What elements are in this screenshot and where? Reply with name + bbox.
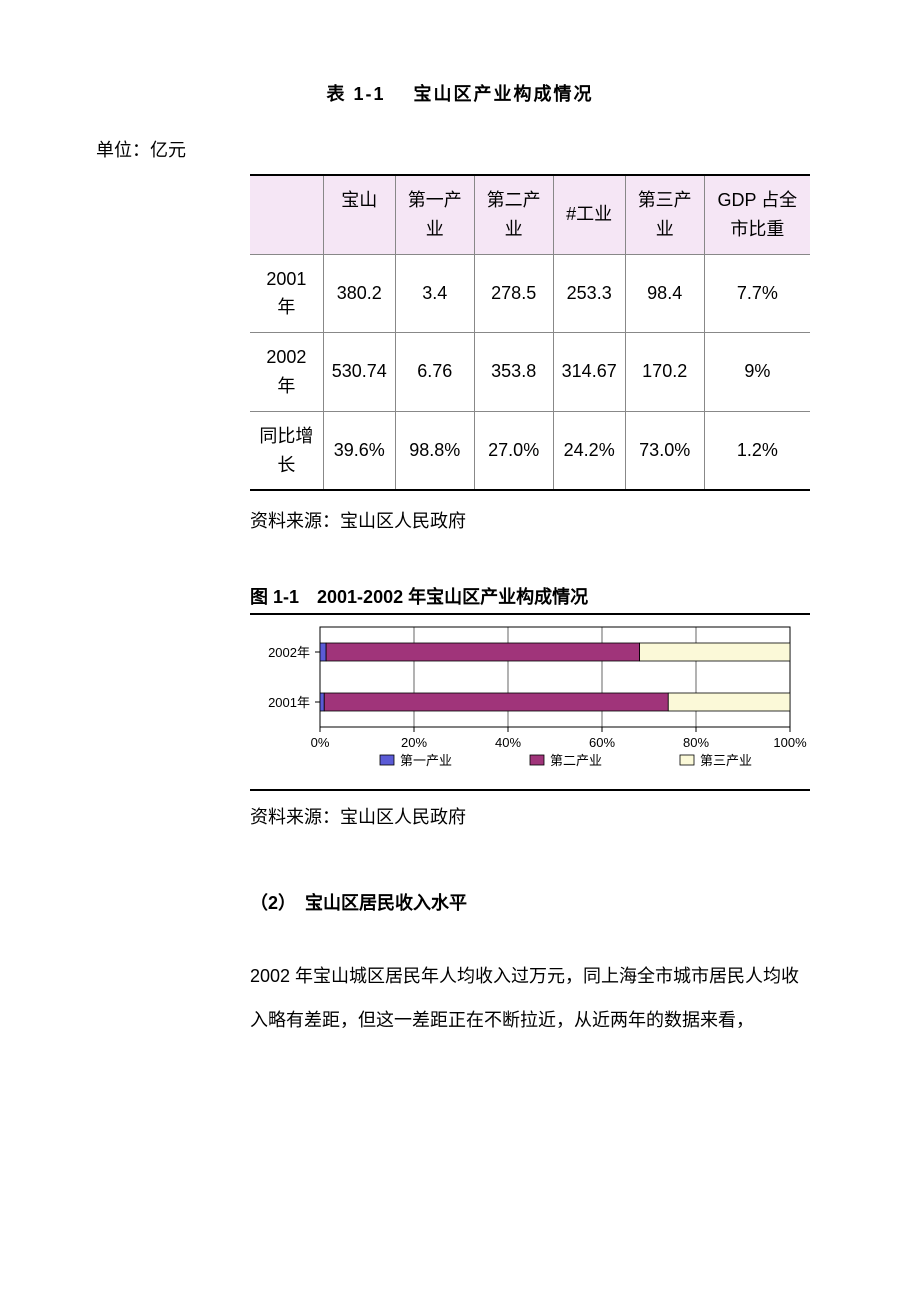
figure-source: 资料来源：宝山区人民政府 bbox=[250, 789, 810, 829]
table-row: 2002年 530.74 6.76 353.8 314.67 170.2 9% bbox=[250, 333, 810, 412]
svg-text:2002年: 2002年 bbox=[268, 645, 310, 660]
table-row: 2001年 380.2 3.4 278.5 253.3 98.4 7.7% bbox=[250, 254, 810, 333]
col-tertiary: 第三产业 bbox=[625, 175, 704, 254]
table-source: 资料来源：宝山区人民政府 bbox=[250, 507, 820, 533]
chart-svg: 0% 20% 40% 60% 80% 100% 2002年 2001年第一产业 第二产业 第三产业 bbox=[250, 619, 810, 789]
col-blank bbox=[250, 175, 323, 254]
row-label: 同比增长 bbox=[250, 411, 323, 490]
table-header-row: 宝山 第一产业 第二产业 #工业 第三产业 GDP 占全市比重 bbox=[250, 175, 810, 254]
row-label: 2001年 bbox=[250, 254, 323, 333]
svg-text:60%: 60% bbox=[589, 735, 615, 750]
cell: 24.2% bbox=[553, 411, 625, 490]
col-baoshan: 宝山 bbox=[323, 175, 395, 254]
svg-text:100%: 100% bbox=[773, 735, 807, 750]
cell: 353.8 bbox=[474, 333, 553, 412]
table-row: 同比增长 39.6% 98.8% 27.0% 24.2% 73.0% 1.2% bbox=[250, 411, 810, 490]
cell: 7.7% bbox=[704, 254, 810, 333]
table-name: 宝山区产业构成情况 bbox=[414, 84, 594, 104]
cell: 73.0% bbox=[625, 411, 704, 490]
cell: 1.2% bbox=[704, 411, 810, 490]
cell: 39.6% bbox=[323, 411, 395, 490]
stacked-bar-chart: 0% 20% 40% 60% 80% 100% 2002年 2001年第一产业 第二产业 第三产业 bbox=[250, 613, 810, 789]
col-secondary: 第二产业 bbox=[474, 175, 553, 254]
svg-text:80%: 80% bbox=[683, 735, 709, 750]
cell: 98.4 bbox=[625, 254, 704, 333]
cell: 98.8% bbox=[395, 411, 474, 490]
svg-text:20%: 20% bbox=[401, 735, 427, 750]
table-number: 表 1-1 bbox=[326, 84, 385, 104]
cell: 253.3 bbox=[553, 254, 625, 333]
cell: 530.74 bbox=[323, 333, 395, 412]
col-gdp-share: GDP 占全市比重 bbox=[704, 175, 810, 254]
cell: 6.76 bbox=[395, 333, 474, 412]
svg-text:第一产业: 第一产业 bbox=[400, 753, 452, 768]
svg-text:第二产业: 第二产业 bbox=[550, 753, 602, 768]
svg-text:40%: 40% bbox=[495, 735, 521, 750]
col-industry: #工业 bbox=[553, 175, 625, 254]
svg-text:第三产业: 第三产业 bbox=[700, 753, 752, 768]
table-title: 表 1-1 宝山区产业构成情况 bbox=[100, 80, 820, 106]
cell: 278.5 bbox=[474, 254, 553, 333]
cell: 380.2 bbox=[323, 254, 395, 333]
section-heading: （2） 宝山区居民收入水平 bbox=[250, 889, 820, 915]
cell: 314.67 bbox=[553, 333, 625, 412]
body-paragraph: 2002 年宝山城区居民年人均收入过万元，同上海全市城市居民人均收入略有差距，但… bbox=[250, 955, 810, 1041]
cell: 27.0% bbox=[474, 411, 553, 490]
svg-text:2001年: 2001年 bbox=[268, 695, 310, 710]
row-label: 2002年 bbox=[250, 333, 323, 412]
unit-label: 单位：亿元 bbox=[96, 136, 820, 162]
cell: 170.2 bbox=[625, 333, 704, 412]
cell: 3.4 bbox=[395, 254, 474, 333]
cell: 9% bbox=[704, 333, 810, 412]
figure-title: 图 1-1 2001-2002 年宝山区产业构成情况 bbox=[250, 583, 820, 609]
industry-table: 宝山 第一产业 第二产业 #工业 第三产业 GDP 占全市比重 2001年 38… bbox=[250, 174, 810, 491]
col-primary: 第一产业 bbox=[395, 175, 474, 254]
svg-text:0%: 0% bbox=[311, 735, 330, 750]
